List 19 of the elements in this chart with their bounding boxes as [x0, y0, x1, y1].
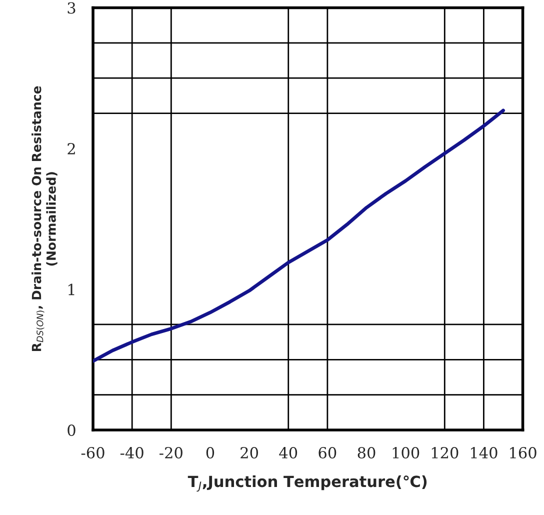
line-series — [93, 108, 505, 363]
x-tick-label: 80 — [358, 446, 376, 459]
x-tick-label: 160 — [510, 446, 536, 459]
x-tick-label: 40 — [279, 446, 298, 459]
y-axis-title: R$_{DS(ON)}$, Drain-to-source On Resistance (Normailized) — [32, 86, 58, 352]
y-tick-label: 2 — [68, 142, 75, 154]
y-tick-label: 1 — [68, 284, 74, 296]
x-tick-label: 100 — [392, 446, 420, 459]
x-tick-label: 120 — [432, 446, 458, 459]
y-tick-label: 3 — [68, 2, 76, 14]
x-tick-label: 60 — [318, 446, 336, 459]
x-axis-title: T$_{J}$,Junction Temperature(℃) — [188, 475, 427, 492]
x-tick-label: 140 — [471, 446, 498, 459]
x-tick-label: 0 — [206, 446, 214, 459]
x-tick-label: -60 — [81, 446, 104, 459]
x-tick-label: 20 — [240, 446, 258, 459]
y-tick-label: 0 — [68, 424, 76, 436]
x-tick-label: -40 — [120, 446, 144, 459]
x-tick-label: -20 — [160, 446, 182, 459]
